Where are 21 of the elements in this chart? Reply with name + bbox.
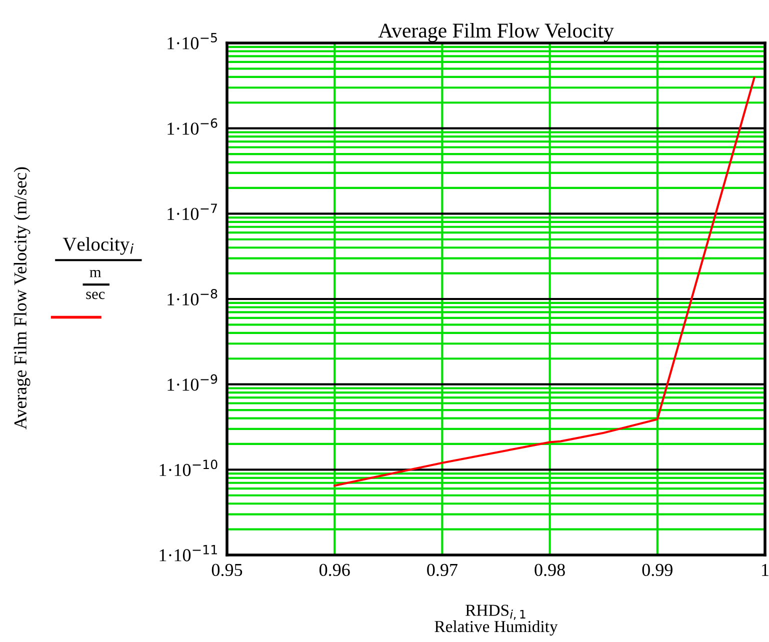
x-tick-label: 0.98 (534, 564, 565, 576)
x-tick-label: 0.99 (642, 564, 672, 576)
text: sec (86, 292, 105, 300)
y-tick-label: 1·10$^{−5}$ (168, 33, 217, 50)
text: Relative Humidity (434, 620, 558, 636)
x-tick-label: 0.95 (212, 564, 242, 576)
chart-title: Average Film Flow Velocity (378, 22, 614, 42)
y-tick-label: 1·10$^{−6}$ (168, 118, 218, 135)
x-tick-label: 1 (762, 564, 768, 576)
y-tick-label: 1·10$^{−11}$ (160, 545, 217, 562)
x-tick-label: 0.96 (319, 564, 350, 576)
text: m (90, 270, 102, 278)
x-tick-label: 0.97 (427, 564, 458, 576)
text: Velocity$_{i}$ (62, 237, 134, 255)
y-tick-label: 1·10$^{−8}$ (168, 288, 218, 306)
y-tick-label: 1·10$^{−10}$ (160, 460, 218, 476)
y-tick-label: 1·10$^{−9}$ (168, 374, 218, 391)
line-series (334, 76, 756, 487)
y-tick-label: 1·10$^{−7}$ (168, 204, 217, 220)
x-axis-title: RHDS$_{i,1}$ (466, 604, 526, 620)
text: Average Film Flow Velocity (m/sec) (14, 167, 30, 430)
